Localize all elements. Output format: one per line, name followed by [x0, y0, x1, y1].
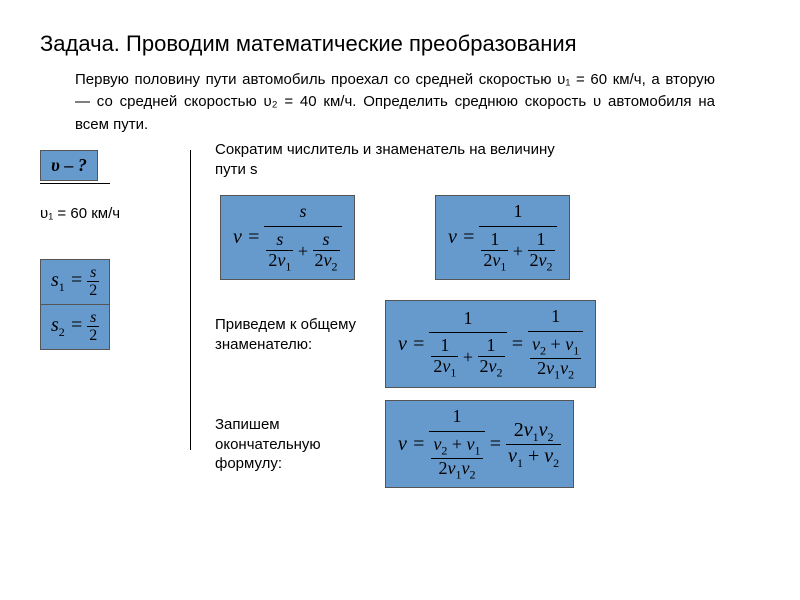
- unknown-label: υ – ?: [51, 155, 87, 175]
- formula-step3: v = 1 12v1 + 12v2 = 1 v2 + v1 2v1v2: [385, 300, 596, 388]
- hint-final: Запишем окончательную формулу:: [215, 415, 375, 474]
- givens-rule: [40, 183, 110, 184]
- givens-column: υ – ? υ₁ = 60 км/ч s1 = s2 s2 = s2: [40, 150, 180, 350]
- content-area: υ – ? υ₁ = 60 км/ч s1 = s2 s2 = s2 Сокра…: [40, 140, 760, 560]
- hint-reduce: Сократим числитель и знаменатель на вели…: [215, 140, 565, 179]
- formula-s2: s2 = s2: [40, 304, 110, 350]
- formula-step1: v = s s2v1 + s2v2: [220, 195, 355, 280]
- divider: [190, 150, 191, 450]
- formula-s1: s1 = s2: [40, 259, 110, 305]
- unknown-box: υ – ?: [40, 150, 98, 181]
- page-title: Задача. Проводим математические преобраз…: [40, 30, 760, 59]
- formula-final: v = 1 v2 + v1 2v1v2 = 2v1v2 v1 + v2: [385, 400, 574, 488]
- hint-common-denom: Приведем к общему знаменателю:: [215, 315, 365, 354]
- problem-text: Первую половину пути автомобиль проехал …: [75, 69, 715, 137]
- given-v1: υ₁ = 60 км/ч: [40, 204, 180, 224]
- formula-step2: v = 1 12v1 + 12v2: [435, 195, 570, 280]
